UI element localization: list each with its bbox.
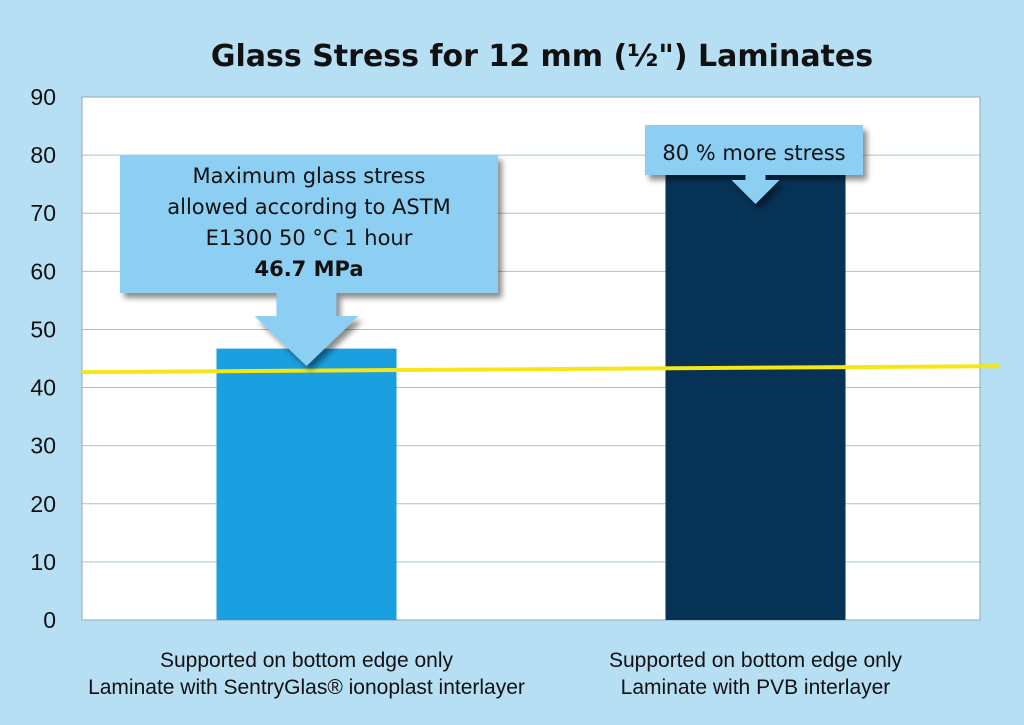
plot-border [81,96,981,621]
y-tick-label: 10 [30,549,56,575]
y-tick-label: 30 [30,433,56,459]
y-tick-label: 20 [30,491,56,517]
callout-arrow [731,174,780,204]
y-axis: 0 10 20 30 40 50 60 70 80 90 [30,84,981,633]
x-category-label: Supported on bottom edge only [160,649,454,672]
x-category-label: Supported on bottom edge only [609,649,903,672]
callout-value: 46.7 MPa [254,257,363,281]
y-tick-label: 0 [43,607,56,633]
x-category-label: Laminate with SentryGlas® ionoplast inte… [88,676,525,699]
y-tick-label: 50 [30,316,56,342]
callout-arrow [254,292,359,366]
bar-1 [216,348,397,620]
y-tick-label: 70 [30,200,56,226]
chart-title: Glass Stress for 12 mm (½") Laminates [211,39,873,74]
y-tick-label: 90 [30,84,56,110]
callout-more-stress [645,125,863,204]
y-tick-label: 60 [30,258,56,284]
x-axis-labels: Supported on bottom edge only Laminate wi… [88,649,902,699]
callout-max-stress [120,155,498,366]
callouts: Maximum glass stress allowed according to… [120,125,863,366]
callout-line: allowed according to ASTM [167,195,450,219]
x-category-label: Laminate with PVB interlayer [621,676,891,699]
reference-line-layer [81,364,1001,375]
callout-line: 80 % more stress [662,141,845,165]
y-tick-label: 80 [30,142,56,168]
callout-box [645,125,863,175]
bar-2 [665,131,846,620]
y-tick-label: 40 [30,375,56,401]
callout-line: Maximum glass stress [193,164,426,188]
reference-line [81,364,1001,375]
callout-box [120,155,498,293]
callout-line: E1300 50 °C 1 hour [206,226,413,250]
bars [216,131,846,620]
